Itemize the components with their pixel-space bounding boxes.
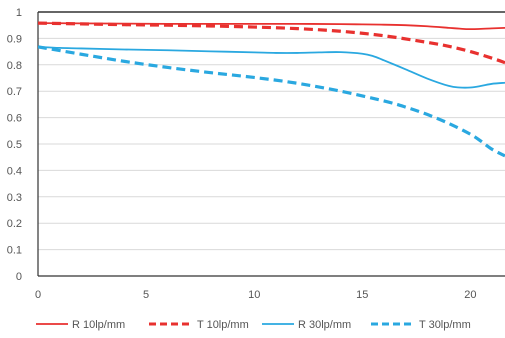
legend-label-t-10lp-mm: T 10lp/mm: [197, 319, 249, 331]
series-line-r-30lp-mm: [38, 45, 505, 89]
series-layer: [38, 21, 505, 158]
x-tick-label-5: 5: [143, 289, 149, 301]
y-tick-label-0.9: 0.9: [7, 33, 22, 45]
y-tick-label-1: 1: [16, 7, 22, 19]
x-tick-label-15: 15: [356, 289, 368, 301]
axis-layer: 00.10.20.30.40.50.60.70.80.910 5 10 15 20: [7, 7, 505, 301]
y-tick-label-0.2: 0.2: [7, 218, 22, 230]
legend-label-r-10lp-mm: R 10lp/mm: [72, 319, 125, 331]
y-tick-label-0.1: 0.1: [7, 245, 22, 257]
y-tick-label-0.6: 0.6: [7, 113, 22, 125]
x-tick-label-20: 20: [464, 289, 476, 301]
series-line-t-30lp-mm: [38, 45, 505, 158]
legend-label-r-30lp-mm: R 30lp/mm: [298, 319, 351, 331]
y-tick-label-0.3: 0.3: [7, 192, 22, 204]
y-tick-label-0: 0: [16, 271, 22, 283]
legend: R 10lp/mm T 10lp/mm R 30lp/mm T 30lp/mm: [36, 319, 471, 331]
y-tick-label-0.5: 0.5: [7, 139, 22, 151]
x-tick-label-0: 0: [35, 289, 41, 301]
y-tick-label-0.4: 0.4: [7, 165, 22, 177]
y-tick-label-0.7: 0.7: [7, 86, 22, 98]
legend-label-t-30lp-mm: T 30lp/mm: [419, 319, 471, 331]
series-line-t-10lp-mm: [38, 21, 505, 65]
grid-layer: [38, 11, 505, 251]
y-tick-label-0.8: 0.8: [7, 60, 22, 72]
x-tick-label-10: 10: [248, 289, 260, 301]
